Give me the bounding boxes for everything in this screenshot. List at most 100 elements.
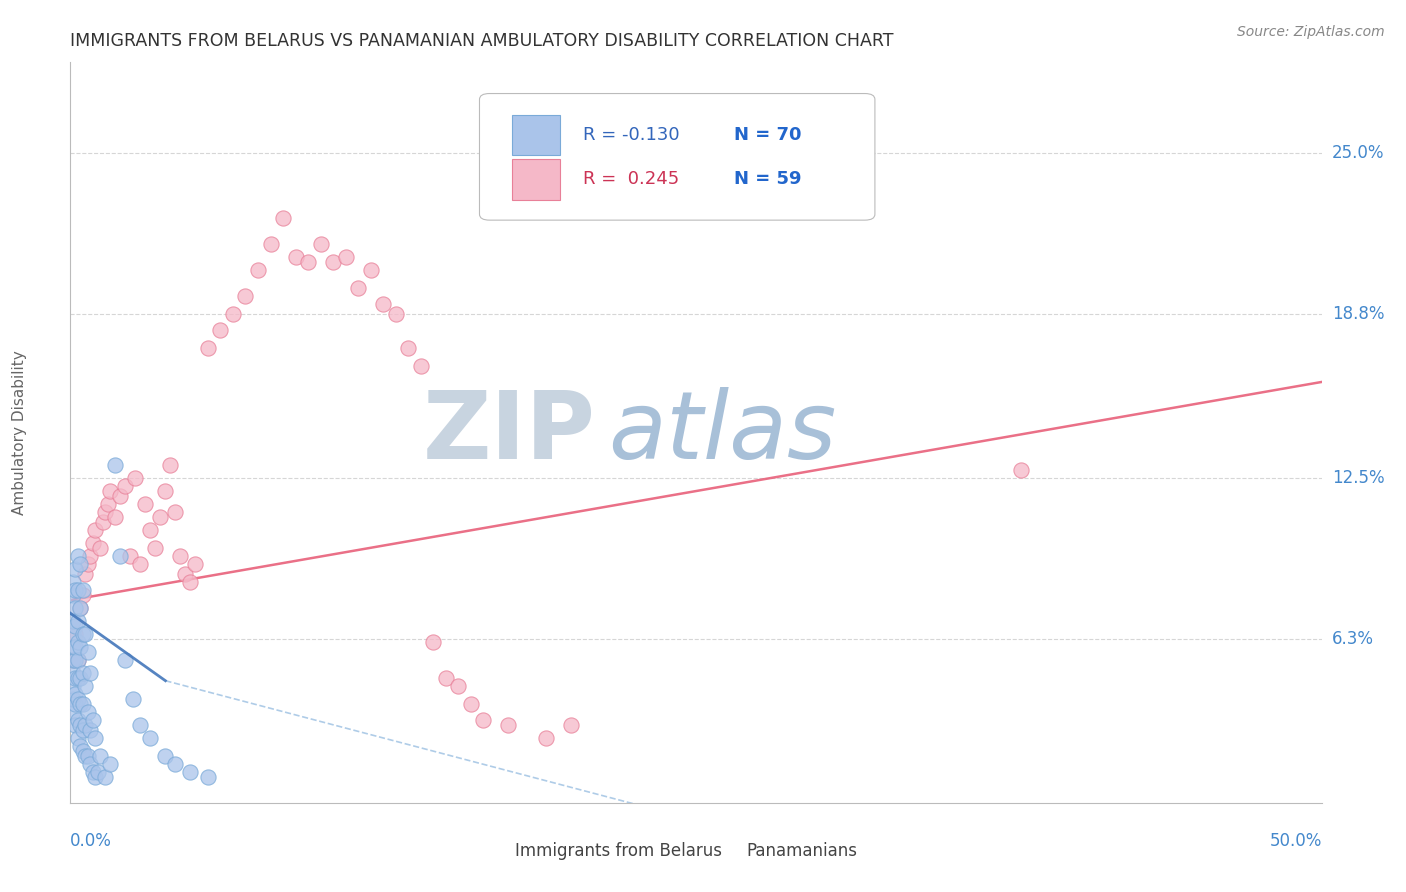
Point [65, 627, 87, 641]
Text: R = -0.130: R = -0.130 [583, 126, 681, 144]
Point [65, 671, 87, 685]
Point [69, 601, 91, 615]
Point [271, 211, 294, 226]
Point [347, 281, 370, 295]
Point [114, 653, 136, 667]
Point [235, 289, 257, 303]
Point [129, 718, 152, 732]
Point [94, 770, 117, 784]
Point [69, 557, 91, 571]
Point [121, 692, 145, 706]
Text: 0.0%: 0.0% [70, 832, 112, 850]
Text: 6.3%: 6.3% [1331, 630, 1374, 648]
Point [79, 756, 101, 771]
Point [65, 582, 87, 597]
Point [124, 471, 146, 485]
Point [97, 497, 120, 511]
Point [79, 665, 101, 680]
Point [434, 671, 457, 685]
Point [309, 237, 332, 252]
Point [498, 718, 520, 732]
Point [110, 549, 132, 563]
Point [179, 764, 201, 779]
Bar [696, 838, 735, 867]
Point [65, 697, 87, 711]
Point [197, 770, 219, 784]
Point [145, 541, 167, 556]
Point [297, 255, 319, 269]
Point [75, 627, 97, 641]
Point [84, 731, 107, 745]
Point [165, 756, 187, 771]
Point [184, 557, 207, 571]
Point [98, 484, 121, 499]
Point [371, 297, 394, 311]
Point [159, 458, 181, 472]
Point [197, 341, 219, 355]
Point [66, 549, 89, 563]
Point [66, 614, 89, 628]
Point [460, 697, 482, 711]
Point [62, 653, 84, 667]
Point [62, 665, 84, 680]
Point [65, 562, 87, 576]
Point [65, 653, 87, 667]
Point [94, 505, 117, 519]
Point [66, 634, 89, 648]
Point [75, 679, 97, 693]
Point [384, 307, 406, 321]
Point [82, 764, 104, 779]
Point [69, 718, 91, 732]
Point [104, 458, 127, 472]
Point [62, 574, 84, 589]
Point [76, 705, 98, 719]
Text: IMMIGRANTS FROM BELARUS VS PANAMANIAN AMBULATORY DISABILITY CORRELATION CHART: IMMIGRANTS FROM BELARUS VS PANAMANIAN AM… [70, 32, 894, 50]
Point [72, 627, 94, 641]
Point [66, 671, 89, 685]
Text: R =  0.245: R = 0.245 [583, 170, 679, 188]
Point [62, 705, 84, 719]
Point [76, 557, 98, 571]
Point [82, 536, 104, 550]
Text: Immigrants from Belarus: Immigrants from Belarus [515, 842, 721, 860]
Point [1010, 463, 1032, 477]
Point [149, 510, 172, 524]
Point [69, 601, 91, 615]
Point [247, 263, 270, 277]
Point [89, 541, 111, 556]
Point [66, 653, 89, 667]
Point [72, 744, 94, 758]
Point [560, 718, 582, 732]
Point [139, 731, 162, 745]
Point [62, 640, 84, 654]
Point [98, 756, 121, 771]
Point [284, 250, 307, 264]
Point [72, 665, 94, 680]
Text: 25.0%: 25.0% [1331, 145, 1384, 162]
Point [472, 713, 495, 727]
Point [87, 764, 110, 779]
Point [76, 749, 98, 764]
Point [66, 731, 89, 745]
Text: 50.0%: 50.0% [1270, 832, 1322, 850]
Point [76, 645, 98, 659]
Point [396, 341, 419, 355]
Point [447, 679, 470, 693]
Point [72, 582, 94, 597]
Point [104, 510, 127, 524]
Point [409, 359, 432, 374]
Point [534, 731, 557, 745]
Point [114, 479, 136, 493]
Text: N = 70: N = 70 [734, 126, 801, 144]
Point [66, 713, 89, 727]
Text: atlas: atlas [609, 387, 837, 478]
Point [209, 323, 232, 337]
Point [69, 671, 91, 685]
Point [134, 497, 156, 511]
Bar [464, 838, 505, 867]
Point [89, 749, 111, 764]
Point [65, 619, 87, 633]
Point [422, 634, 444, 648]
FancyBboxPatch shape [479, 94, 875, 220]
Point [69, 640, 91, 654]
